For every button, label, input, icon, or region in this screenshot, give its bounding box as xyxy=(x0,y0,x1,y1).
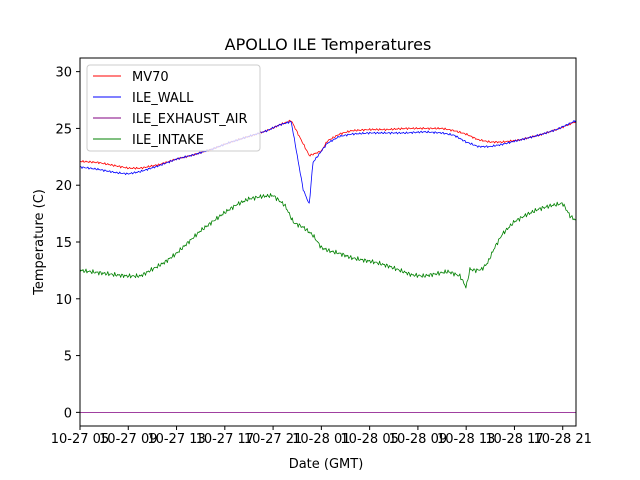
y-tick-label: 20 xyxy=(55,179,72,194)
y-tick-label: 10 xyxy=(55,293,72,308)
legend-label: ILE_INTAKE xyxy=(132,133,204,148)
legend-label: MV70 xyxy=(132,70,169,85)
y-tick-label: 0 xyxy=(64,406,72,421)
y-tick-label: 30 xyxy=(55,66,72,81)
legend-box xyxy=(86,64,261,152)
x-tick-label: 10-27 17 xyxy=(196,432,254,447)
series-line-ile-wall xyxy=(79,120,577,204)
legend-label: ILE_EXHAUST_AIR xyxy=(132,112,248,127)
y-axis-label: Temperature (C) xyxy=(32,189,47,296)
chart-title: APOLLO ILE Temperatures xyxy=(225,35,432,54)
x-tick-label: 10-27 21 xyxy=(244,432,302,447)
x-axis-label: Date (GMT) xyxy=(289,457,364,472)
x-tick-label: 10-28 17 xyxy=(485,432,543,447)
x-tick-label: 10-28 01 xyxy=(292,432,350,447)
series-line-ile-intake xyxy=(79,193,577,289)
y-tick-label: 25 xyxy=(55,122,72,137)
y-tick-label: 15 xyxy=(55,236,72,251)
x-tick-label: 10-28 05 xyxy=(340,432,398,447)
legend: MV70 ILE_WALL ILE_EXHAUST_AIR ILE_INTAKE xyxy=(86,64,261,152)
x-tick-label: 10-27 09 xyxy=(99,432,157,447)
x-tick-label: 10-27 05 xyxy=(51,432,109,447)
legend-label: ILE_WALL xyxy=(132,91,194,106)
x-tick-label: 10-28 09 xyxy=(389,432,447,447)
series-line-mv70 xyxy=(79,119,577,170)
x-tick-label: 10-28 21 xyxy=(533,432,591,447)
x-tick-label: 10-28 13 xyxy=(437,432,495,447)
x-tick-label: 10-27 13 xyxy=(147,432,205,447)
series-layer xyxy=(79,119,577,413)
y-tick-label: 5 xyxy=(64,350,72,365)
y-axis: 0 5 10 15 20 25 30 xyxy=(55,66,80,421)
